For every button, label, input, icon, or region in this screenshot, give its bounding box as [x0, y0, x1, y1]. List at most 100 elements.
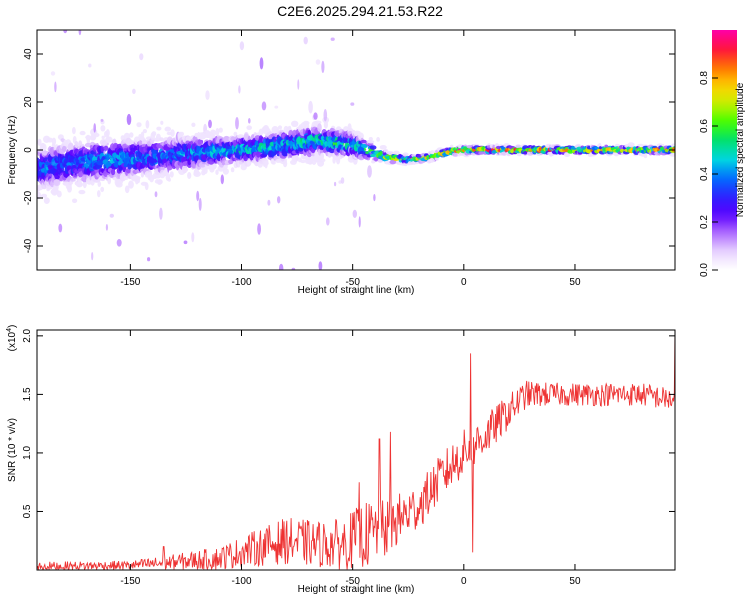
- spectrogram-cell: [82, 180, 87, 189]
- snr-xtick-label: -100: [232, 576, 252, 587]
- spectrogram-noise-cell: [367, 165, 372, 178]
- spectrogram-cell: [128, 180, 134, 189]
- spectrogram-ylabel: Frequency (Hz): [7, 116, 18, 185]
- spectrogram-noise-cell: [313, 112, 318, 120]
- spectrogram-cell: [218, 127, 223, 133]
- spectrogram-cell: [72, 127, 76, 135]
- spectrogram-cell: [495, 143, 499, 147]
- colorbar-label: Normalized spectral amplitude: [735, 82, 746, 217]
- spectrogram-cell: [367, 140, 375, 144]
- spectrogram-noise-cell: [340, 177, 345, 184]
- spectrogram-cell: [61, 145, 67, 152]
- spectrogram-noise-cell: [334, 181, 337, 187]
- spectrogram-cell: [74, 141, 79, 148]
- spectrogram-noise-cell: [205, 90, 210, 100]
- spectrogram-noise-cell: [196, 190, 200, 202]
- spectrogram-cell: [72, 198, 78, 204]
- snr-xtick-label: -50: [345, 576, 360, 587]
- spectrogram-cell: [112, 142, 119, 149]
- spectrogram-cell: [215, 127, 220, 136]
- snr-xtick-label: 0: [461, 576, 467, 587]
- spectrogram-cell: [89, 136, 96, 141]
- spectrogram-cell: [128, 140, 135, 146]
- snr-xtick-label: 50: [569, 576, 581, 587]
- snr-panel: -150 -100 -50 0 50 0.5 1.0 1.5 2.0 Height of str…: [6, 325, 676, 595]
- spectrogram-cell: [144, 182, 149, 191]
- spectrogram-noise-cell: [373, 194, 376, 202]
- spectrogram-noise-cell: [63, 30, 68, 34]
- spectrogram-cell: [124, 185, 130, 194]
- spectrogram-noise-cell: [321, 60, 325, 73]
- spectrogram-noise-cell: [126, 113, 132, 126]
- spectrogram-cell: [145, 120, 150, 129]
- spectrogram-cell: [223, 164, 228, 169]
- spectrogram-cell: [209, 166, 215, 173]
- spectrogram-cell: [100, 186, 105, 193]
- spectrogram-cell: [122, 143, 129, 149]
- spectrogram-cell: [393, 150, 400, 155]
- spectrogram-cell: [402, 152, 409, 157]
- spectrogram-cell: [297, 147, 304, 152]
- spectrogram-cell: [411, 154, 417, 158]
- spectrogram-cell: [598, 146, 603, 150]
- spectrogram-xlabel: Height of straight line (km): [298, 285, 415, 296]
- spectrogram-cell: [243, 133, 249, 141]
- spectrogram-noise-cell: [154, 191, 158, 198]
- spectrogram-cell: [429, 157, 435, 163]
- spectrogram-noise-cell: [91, 252, 94, 261]
- spectrogram-cell: [450, 144, 454, 148]
- spectrogram-noise-cell: [267, 199, 271, 206]
- spectrogram-cell: [332, 156, 336, 164]
- snr-ytick-label: 0.5: [22, 504, 33, 518]
- spectrogram-cell: [430, 150, 435, 155]
- spectrogram-cell: [43, 197, 50, 205]
- spectrogram-noise-cell: [308, 100, 313, 114]
- spectrogram-cell: [246, 125, 252, 130]
- spectrogram-cell: [258, 135, 264, 143]
- spectrogram-noise-cell: [93, 123, 96, 133]
- spectrogram-cell: [151, 131, 157, 137]
- spectrogram-cell: [247, 160, 251, 166]
- colorbar-tick-label: 0.8: [699, 71, 710, 85]
- spectrogram-cell: [51, 137, 57, 146]
- colorbar: 0.0 0.2 0.4 0.6 0.8 Normalized spectral ampl…: [699, 30, 746, 277]
- spectrogram-noise-cell: [50, 71, 56, 76]
- spectrogram-cell: [368, 137, 373, 141]
- spectrogram-cell: [140, 171, 145, 178]
- spectrogram-cell: [222, 135, 231, 143]
- spectrogram-cell: [376, 137, 380, 142]
- spectrogram-cell: [643, 153, 648, 159]
- spectrogram-cell: [71, 164, 77, 170]
- spectrogram-cell: [283, 160, 288, 168]
- spectrogram-cell: [183, 167, 189, 172]
- spectrogram-cell: [669, 152, 675, 157]
- spectrogram-cell: [526, 151, 531, 156]
- spectrogram-cell: [76, 182, 82, 187]
- spectrogram-cell: [387, 151, 394, 156]
- spectrogram-cell: [97, 181, 102, 187]
- spectrogram-noise-cell: [139, 53, 144, 61]
- spectrogram-cell: [79, 130, 86, 136]
- spectrogram-noise-cell: [78, 30, 82, 36]
- spectrogram-cell: [157, 179, 163, 185]
- spectrogram-cell: [563, 152, 571, 157]
- spectrogram-xtick-label: 0: [461, 277, 467, 288]
- spectrogram-cell: [317, 123, 322, 132]
- spectrogram-noise-cell: [261, 101, 267, 111]
- spectrogram-cell: [103, 145, 109, 151]
- spectrogram-panel: -150 -100 -50 0 50 -40 -20 0 20 40 Height of stra…: [7, 29, 676, 296]
- spectrogram-cell: [125, 168, 131, 173]
- spectrogram-cell: [313, 154, 320, 162]
- spectrogram-cell: [237, 134, 245, 139]
- spectrogram-cell: [37, 191, 41, 200]
- snr-multiplier-exponent: 4: [6, 328, 13, 332]
- spectrogram-cell: [132, 174, 138, 180]
- spectrogram-cell: [142, 129, 147, 134]
- spectrogram-cell: [67, 185, 72, 193]
- spectrogram-cell: [179, 131, 185, 137]
- spectrogram-cell: [41, 151, 49, 156]
- spectrogram-cell: [156, 126, 162, 131]
- spectrogram-cell: [170, 129, 175, 137]
- spectrogram-cell: [386, 156, 391, 160]
- spectrogram-cell: [140, 131, 145, 138]
